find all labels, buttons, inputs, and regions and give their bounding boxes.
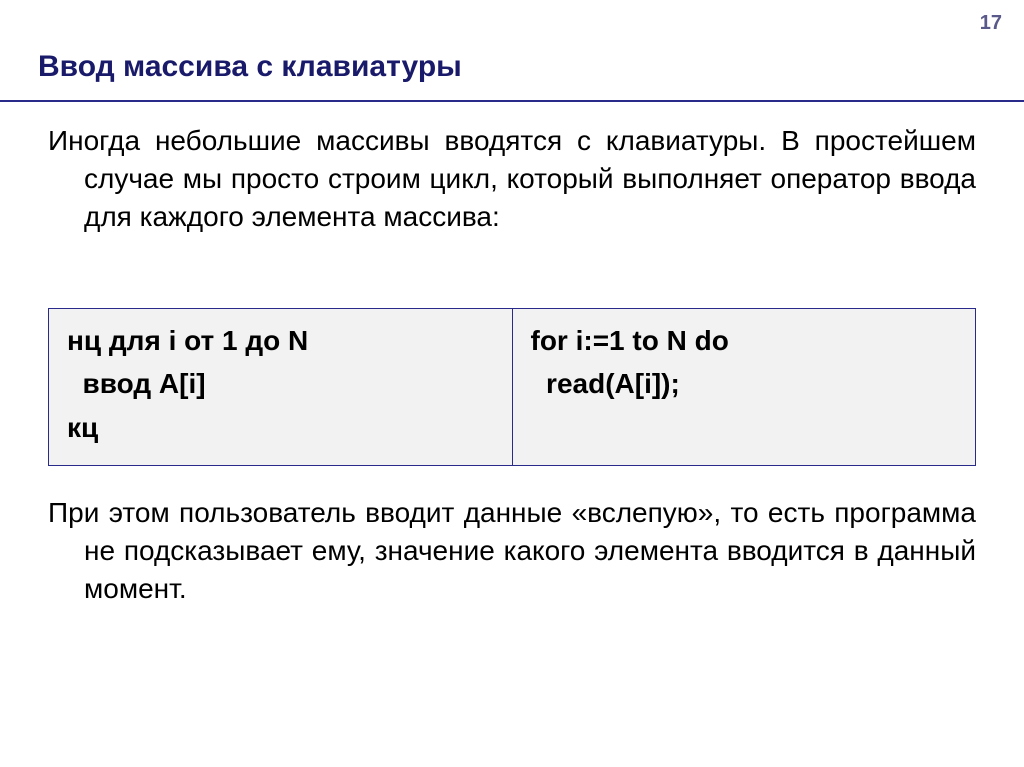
title-underline [0, 100, 1024, 102]
page-number: 17 [980, 12, 1002, 35]
slide-title: Ввод массива с клавиатуры [38, 50, 462, 84]
code-line: for i:=1 to N do [531, 319, 958, 362]
code-cell-pascal: for i:=1 to N do read(A[i]); [512, 309, 976, 466]
paragraph-intro: Иногда небольшие массивы вводятся с клав… [48, 122, 976, 235]
code-line: ввод A[i] [67, 362, 494, 405]
code-line: кц [67, 406, 494, 449]
code-line: read(A[i]); [531, 362, 958, 405]
code-cell-pseudocode: нц для i от 1 до N ввод A[i] кц [49, 309, 513, 466]
paragraph-note: При этом пользователь вводит данные «всл… [48, 494, 976, 607]
code-line: нц для i от 1 до N [67, 319, 494, 362]
code-comparison-table: нц для i от 1 до N ввод A[i] кц for i:=1… [48, 308, 976, 466]
